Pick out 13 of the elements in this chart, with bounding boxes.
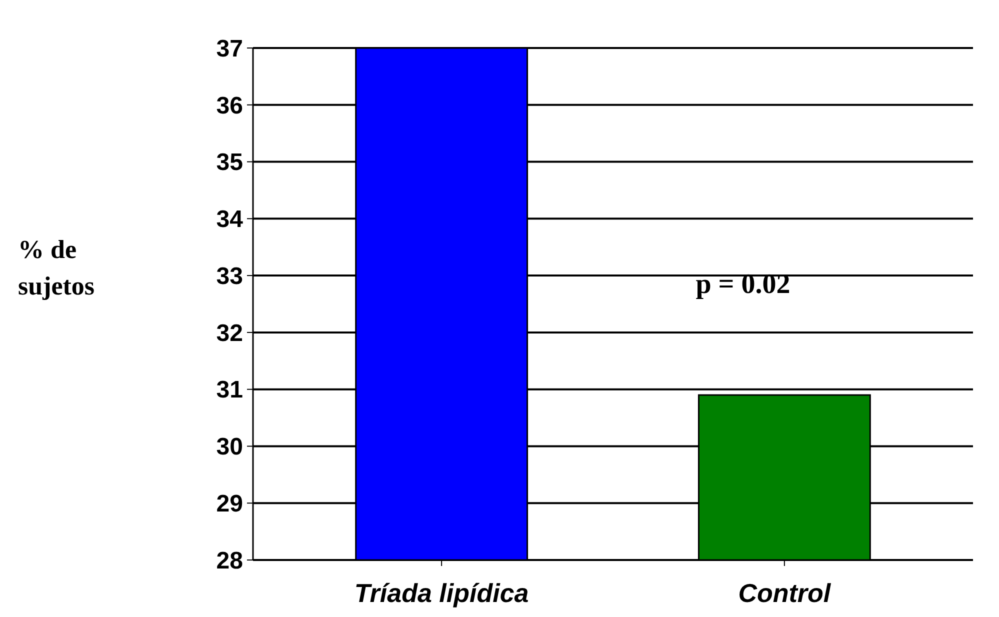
y-tick-label: 29 [216, 490, 243, 518]
y-tick-label: 37 [216, 35, 243, 62]
y-tick-label: 32 [216, 320, 243, 347]
y-tick-label: 36 [216, 92, 243, 120]
y-tick-label: 31 [216, 376, 243, 404]
y-axis-title: % de sujetos [18, 235, 95, 300]
y-tick-label: 35 [216, 149, 243, 176]
y-tick-label: 30 [216, 434, 243, 461]
y-tick-label: 34 [216, 206, 244, 234]
x-tick-label: Tríada lipídica [354, 578, 529, 608]
y-tick-label: 28 [216, 547, 243, 574]
y-tick-label: 33 [216, 262, 243, 290]
x-tick-label: Control [738, 578, 832, 608]
